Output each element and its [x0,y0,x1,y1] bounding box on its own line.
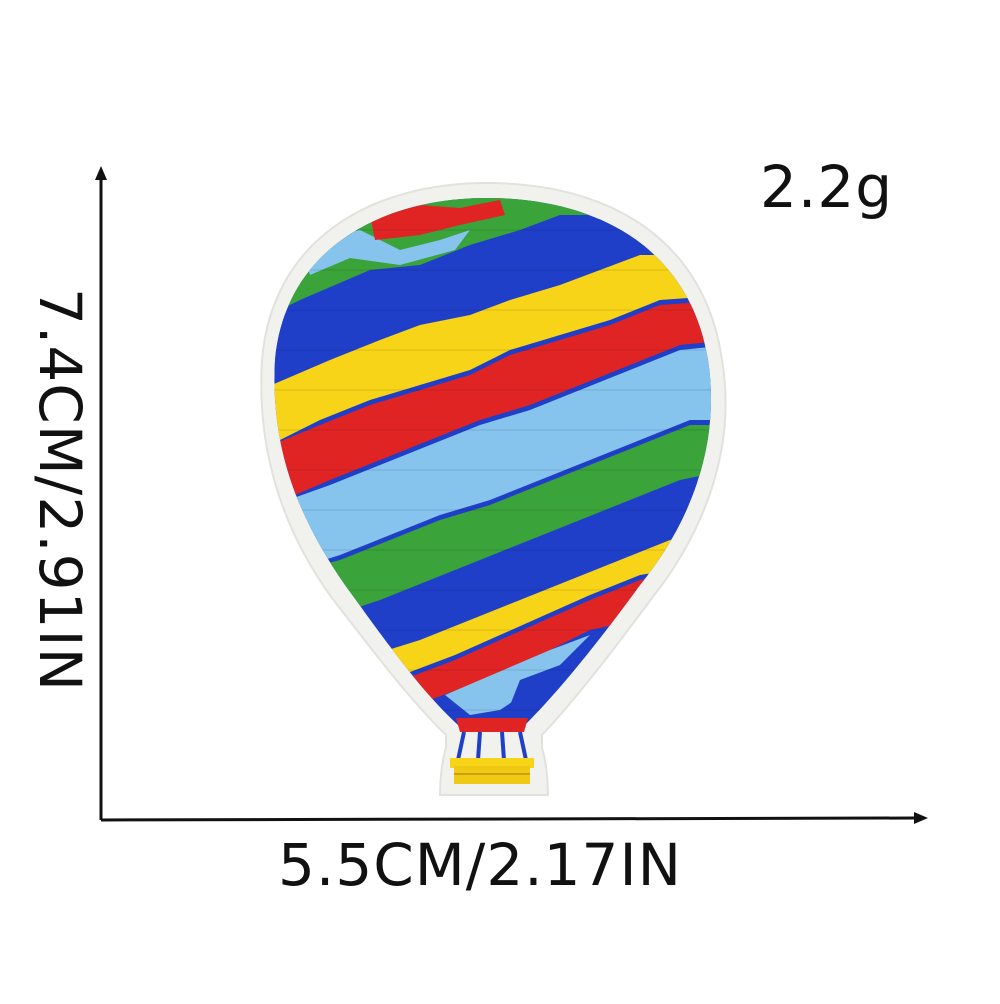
stripe-red-top [370,200,505,240]
stripe-green-1 [274,425,712,640]
balloon-basket [450,758,534,784]
stripe-red-1 [274,300,712,510]
balloon-throat-band [456,718,528,732]
stripe-blue-1 [274,210,712,390]
balloon-envelope [274,198,712,725]
stripe-blue-3 [505,665,560,718]
stripe-lightblue-top [300,230,470,275]
hot-air-balloon-patch-icon [260,181,727,796]
stripe-yellow-1 [274,255,712,450]
width-dimension-label: 5.5CM/2.17IN [278,831,682,899]
height-dimension-label: 7.4CM/2.91IN [26,288,94,692]
vertical-axis-arrow-icon [95,166,107,180]
dimension-axes [95,166,928,824]
horizontal-axis-arrow-icon [914,812,928,824]
stripe-lightblue-1 [274,345,712,580]
horizontal-axis-line [100,816,916,822]
stripe-lightblue-2 [445,635,590,715]
balloon-ropes [456,731,528,761]
weight-label: 2.2g [760,153,894,221]
